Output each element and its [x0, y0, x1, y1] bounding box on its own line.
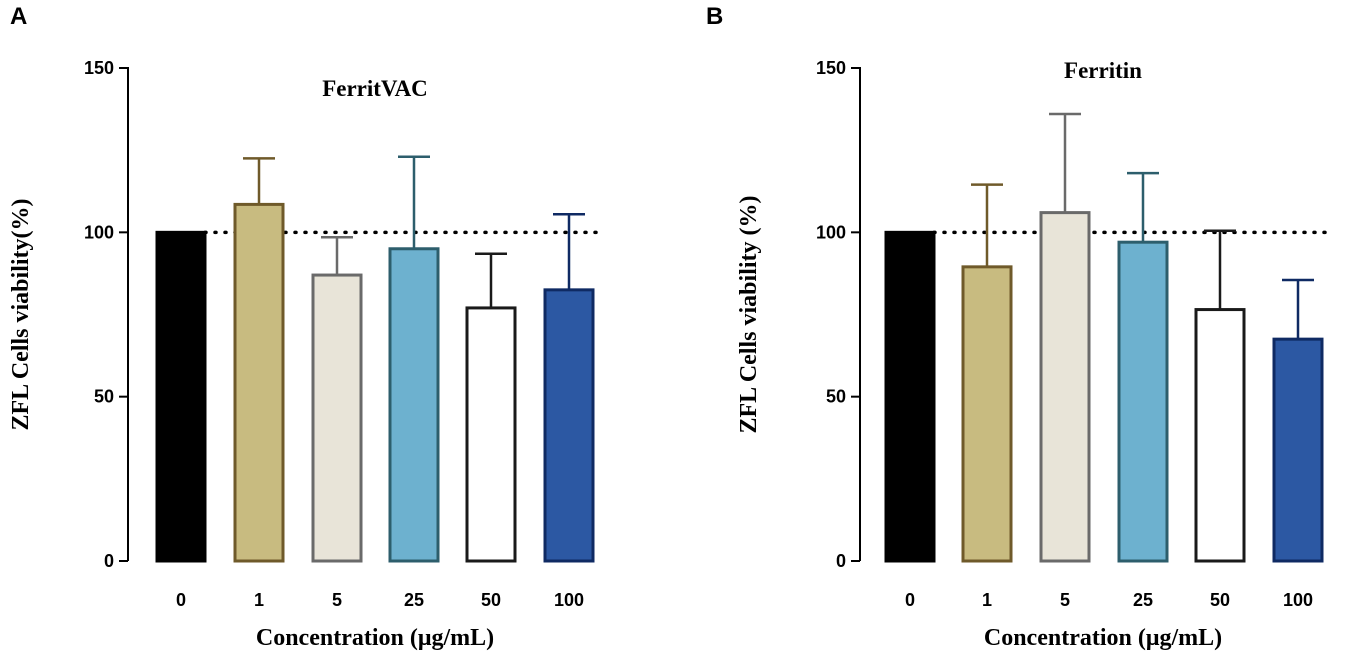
- panel-a-x-tick-label-5: 5: [332, 590, 342, 610]
- panel-a-letter: A: [10, 3, 27, 30]
- panel-a-x-tick-label-100: 100: [554, 590, 584, 610]
- panel-a-y-tick-label: 150: [84, 58, 114, 78]
- panel-b-x-axis-label: Concentration (μg/mL): [984, 625, 1222, 651]
- panel-b-y-tick-label: 0: [836, 551, 846, 571]
- panel-b-bar-50: [1194, 308, 1246, 563]
- panel-b-bar-5: [1039, 211, 1091, 563]
- panel-b-bar-0: [884, 230, 936, 563]
- panel-b-y-axis-label: ZFL Cells viability (%): [736, 195, 762, 433]
- panel-b-x-tick-label-25: 25: [1133, 590, 1153, 610]
- panel-b-y-tick-label: 150: [816, 58, 846, 78]
- panel-a-title: FerritVAC: [322, 76, 428, 101]
- panel-b-x-tick-label-100: 100: [1283, 590, 1313, 610]
- panel-b-letter: B: [706, 3, 723, 30]
- panel-a-x-tick-label-0: 0: [176, 590, 186, 610]
- panel-a-bar-5: [311, 273, 363, 563]
- panel-a-bar-50: [465, 306, 517, 563]
- panel-b-title: Ferritin: [1064, 58, 1142, 83]
- panel-b-x-tick-label-5: 5: [1060, 590, 1070, 610]
- panel-a-x-tick-label-25: 25: [404, 590, 424, 610]
- panel-a-x-tick-label-1: 1: [254, 590, 264, 610]
- panel-a-x-axis-label: Concentration (μg/mL): [256, 625, 494, 651]
- panel-a-bar-1: [233, 202, 285, 563]
- panel-b-bar-100: [1272, 337, 1324, 563]
- panel-b-bar-1: [961, 265, 1013, 563]
- panel-a-x-tick-label-50: 50: [481, 590, 501, 610]
- panel-a-bar-25: [388, 247, 440, 563]
- panel-a-y-tick-label: 100: [84, 222, 114, 242]
- panel-a-y-tick-label: 50: [94, 387, 114, 407]
- panel-a-y-axis-label: ZFL Cells viability(%): [8, 198, 34, 430]
- panel-b-y-tick-label: 50: [826, 387, 846, 407]
- panel-b-bar-25: [1117, 240, 1169, 563]
- panel-a-bar-0: [155, 230, 207, 563]
- panel-b-y-tick-label: 100: [816, 222, 846, 242]
- panel-b-x-tick-label-0: 0: [905, 590, 915, 610]
- panel-a-y-tick-label: 0: [104, 551, 114, 571]
- panel-b-x-tick-label-1: 1: [982, 590, 992, 610]
- panel-a-bar-100: [543, 288, 595, 563]
- panel-b-x-tick-label-50: 50: [1210, 590, 1230, 610]
